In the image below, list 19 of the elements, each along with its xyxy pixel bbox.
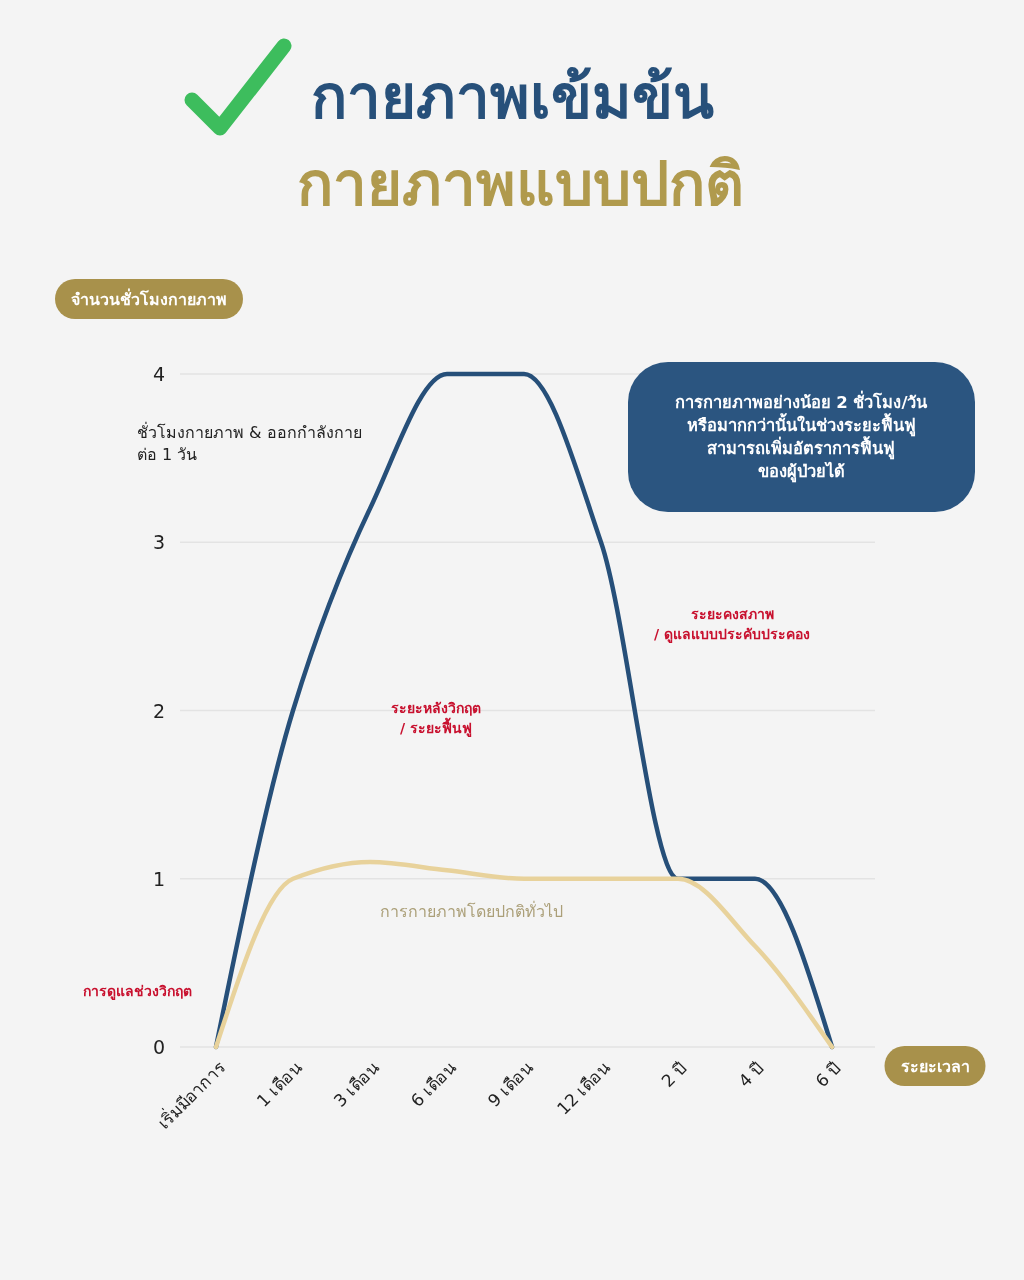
x-tick-label: 4 ปี <box>734 1057 768 1092</box>
y-tick-label: 0 <box>152 1036 165 1058</box>
annotation: ระยะคงสภาพ / ดูแลแบบประคับประคอง <box>654 606 810 643</box>
y-tick-label: 3 <box>152 531 165 554</box>
annotation: ชั่วโมงกายภาพ & ออกกำลังกาย ต่อ 1 วัน <box>137 421 362 464</box>
y-tick-label: 4 <box>152 363 165 385</box>
x-tick-label: 2 ปี <box>657 1057 691 1092</box>
chart-title: กายภาพเข้มข้น <box>310 62 714 132</box>
x-tick-label: 6 ปี <box>811 1057 845 1092</box>
series-label: การกายภาพโดยปกติทั่วไป <box>380 900 564 922</box>
line-series <box>213 859 835 1050</box>
chart-subtitle: กายภาพแบบปกติ <box>296 149 744 219</box>
annotation: ระยะหลังวิกฤต / ระยะฟื้นฟู <box>391 700 481 737</box>
annotation: การกายภาพอย่างน้อย 2 ชั่วโมง/วัน หรือมากกว่านั้นในช่วงระยะฟื้นฟู สามารถเพิ่มอัตราการฟื้นฟู ของผู้ป่วยได้ <box>674 390 929 483</box>
x-axis-title: ระยะเวลา <box>900 1057 970 1076</box>
y-tick-label: 1 <box>152 867 165 890</box>
y-axis-title: จำนวนชั่วโมงกายภาพ <box>71 288 227 309</box>
y-tick-label: 2 <box>152 699 165 722</box>
annotation: การดูแลช่วงวิกฤต <box>82 983 192 1000</box>
